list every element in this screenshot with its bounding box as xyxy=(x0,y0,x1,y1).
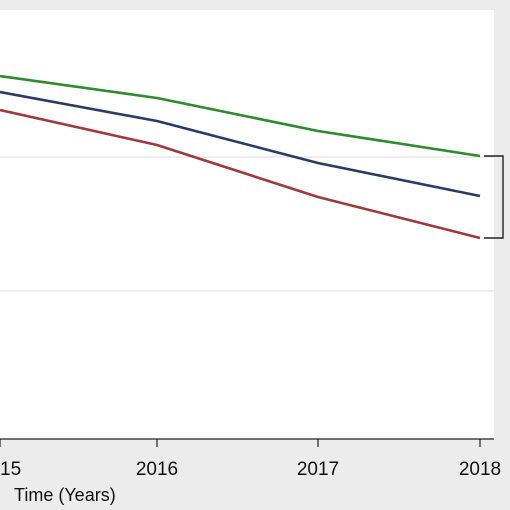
series-line-2 xyxy=(0,108,481,240)
grid-lines xyxy=(0,156,494,292)
x-tick-label-0: 15 xyxy=(0,459,21,480)
x-tick-label-3: 2018 xyxy=(459,459,501,480)
series-lines xyxy=(0,74,481,240)
x-tick-label-2: 2017 xyxy=(297,459,339,480)
series-line-0 xyxy=(0,74,481,158)
x-tick-label-1: 2016 xyxy=(136,459,178,480)
x-axis-ticks: 15 2016 2017 2018 xyxy=(0,439,501,480)
x-axis-title: Time (Years) xyxy=(14,485,116,505)
bracket-annotation xyxy=(484,155,504,239)
series-line-1 xyxy=(0,90,481,198)
plot-area xyxy=(0,10,494,439)
